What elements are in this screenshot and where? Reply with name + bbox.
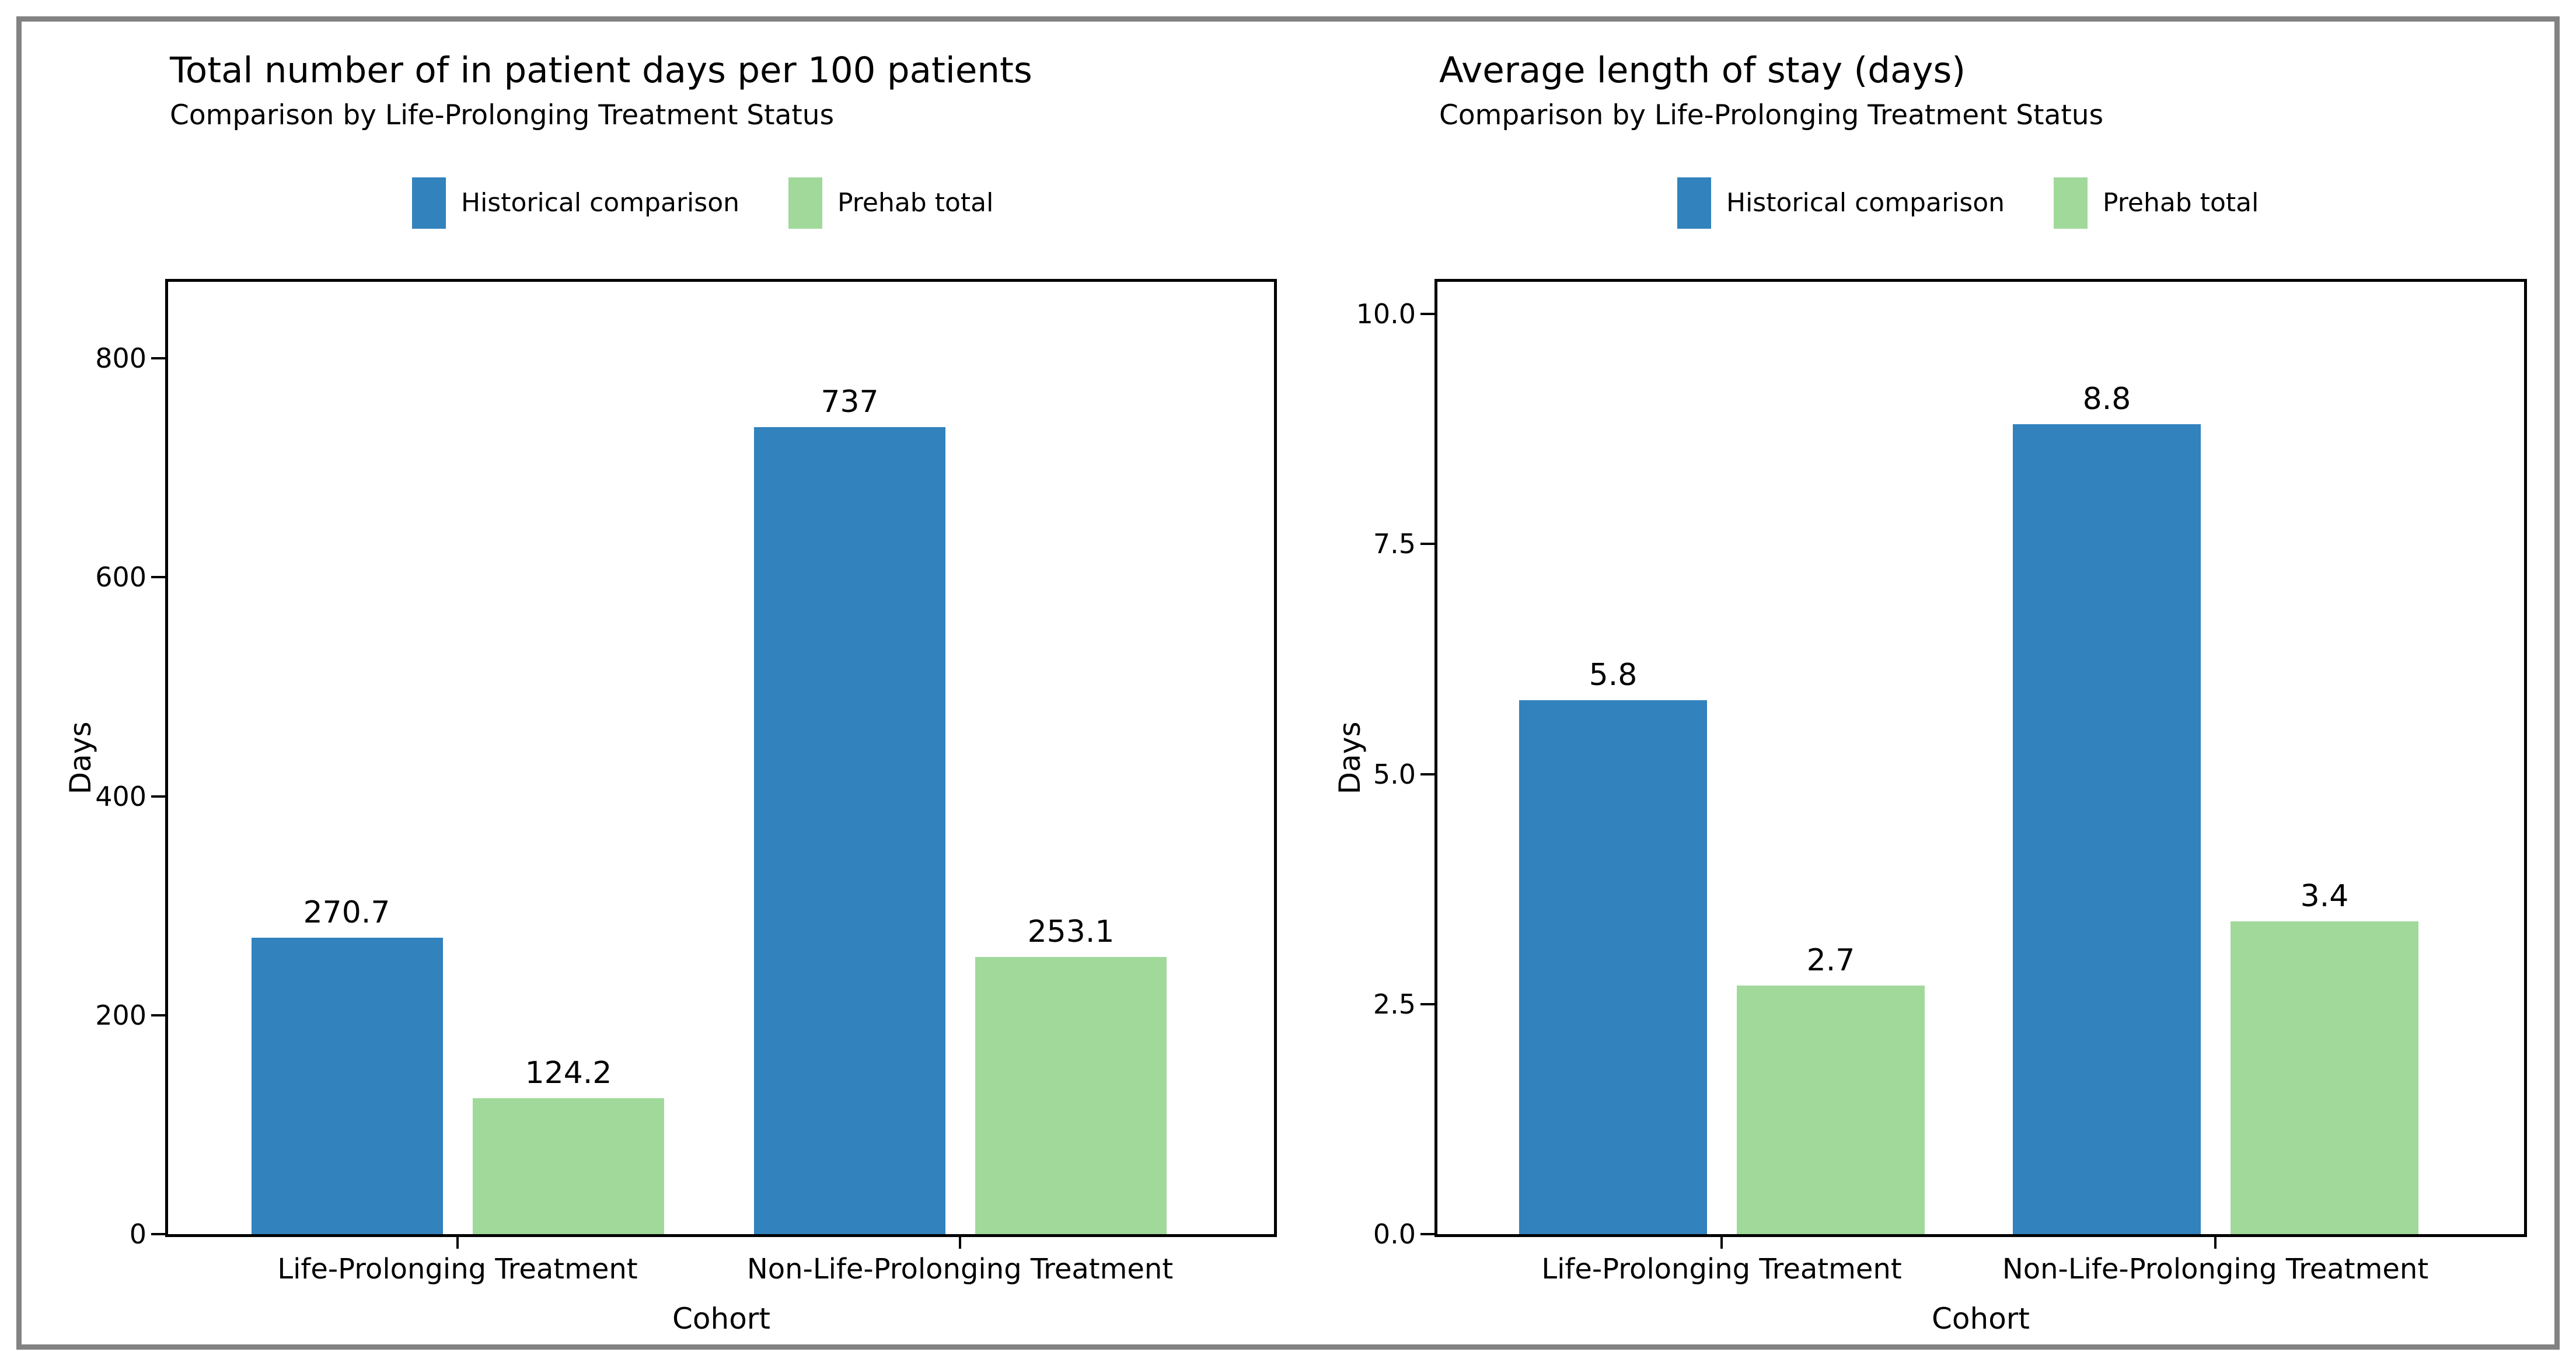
x-tick-mark [456, 1237, 459, 1249]
bar-historical-comparison [754, 427, 945, 1234]
legend-item: Prehab total [2054, 177, 2259, 229]
chart-title: Average length of stay (days) [1439, 50, 1966, 91]
y-tick-label: 7.5 [1373, 528, 1416, 560]
y-tick-label: 0.0 [1373, 1218, 1416, 1250]
x-tick-mark [1720, 1237, 1723, 1249]
y-tick-mark [1420, 773, 1434, 775]
bar-value-label: 124.2 [525, 1056, 612, 1091]
y-tick-mark [1420, 313, 1434, 315]
chart-subtitle: Comparison by Life-Prolonging Treatment … [1439, 99, 2104, 131]
bar-value-label: 5.8 [1589, 658, 1638, 693]
bar-value-label: 2.7 [1806, 943, 1855, 978]
x-axis-label: Cohort [672, 1302, 770, 1336]
y-tick-label: 10.0 [1356, 298, 1416, 330]
legend-item: Historical comparison [1677, 177, 2005, 229]
y-tick-label: 800 [95, 343, 146, 374]
y-tick-label: 200 [95, 1000, 146, 1031]
bar-value-label: 253.1 [1027, 914, 1115, 949]
y-tick-label: 600 [95, 561, 146, 593]
x-tick-mark [959, 1237, 961, 1249]
bar-prehab-total [975, 957, 1167, 1234]
x-tick-label: Life-Prolonging Treatment [277, 1253, 638, 1285]
chart-title: Total number of in patient days per 100 … [170, 50, 1032, 91]
x-tick-mark [2214, 1237, 2217, 1249]
y-tick-mark [151, 795, 165, 798]
bar-prehab-total [473, 1098, 664, 1234]
y-tick-mark [151, 1014, 165, 1016]
y-tick-label: 5.0 [1373, 759, 1416, 790]
legend-label: Historical comparison [1726, 188, 2005, 218]
legend-item: Prehab total [788, 177, 993, 229]
bar-historical-comparison [252, 938, 443, 1234]
y-tick-label: 2.5 [1373, 988, 1416, 1020]
x-tick-label: Life-Prolonging Treatment [1541, 1253, 1902, 1285]
y-axis-label: Days [64, 721, 97, 795]
legend-swatch-icon [2054, 177, 2088, 229]
legend-swatch-icon [412, 177, 446, 229]
y-tick-mark [151, 357, 165, 359]
y-tick-label: 0 [129, 1218, 146, 1250]
legend: Historical comparison Prehab total [412, 177, 993, 229]
chart-subtitle: Comparison by Life-Prolonging Treatment … [170, 99, 835, 131]
y-tick-mark [1420, 543, 1434, 545]
bar-historical-comparison [1519, 700, 1707, 1234]
bar-value-label: 8.8 [2082, 382, 2131, 417]
legend-item: Historical comparison [412, 177, 739, 229]
legend-label: Prehab total [837, 188, 994, 218]
bar-prehab-total [2231, 921, 2418, 1234]
legend-swatch-icon [1677, 177, 1711, 229]
bar-value-label: 3.4 [2300, 879, 2349, 914]
y-tick-mark [1420, 1003, 1434, 1005]
bar-value-label: 737 [821, 385, 879, 420]
x-tick-label: Non-Life-Prolonging Treatment [746, 1253, 1174, 1285]
legend-swatch-icon [788, 177, 822, 229]
y-axis-label: Days [1333, 721, 1367, 795]
legend-label: Prehab total [2103, 188, 2259, 218]
y-tick-mark [1420, 1233, 1434, 1235]
bar-prehab-total [1737, 986, 1925, 1234]
y-tick-mark [151, 576, 165, 578]
legend: Historical comparison Prehab total [1677, 177, 2259, 229]
x-axis-label: Cohort [1932, 1302, 2030, 1336]
bar-value-label: 270.7 [303, 895, 390, 930]
y-tick-mark [151, 1233, 165, 1235]
x-tick-label: Non-Life-Prolonging Treatment [2002, 1253, 2429, 1285]
bar-historical-comparison [2013, 424, 2201, 1234]
y-tick-label: 400 [95, 781, 146, 812]
legend-label: Historical comparison [461, 188, 739, 218]
